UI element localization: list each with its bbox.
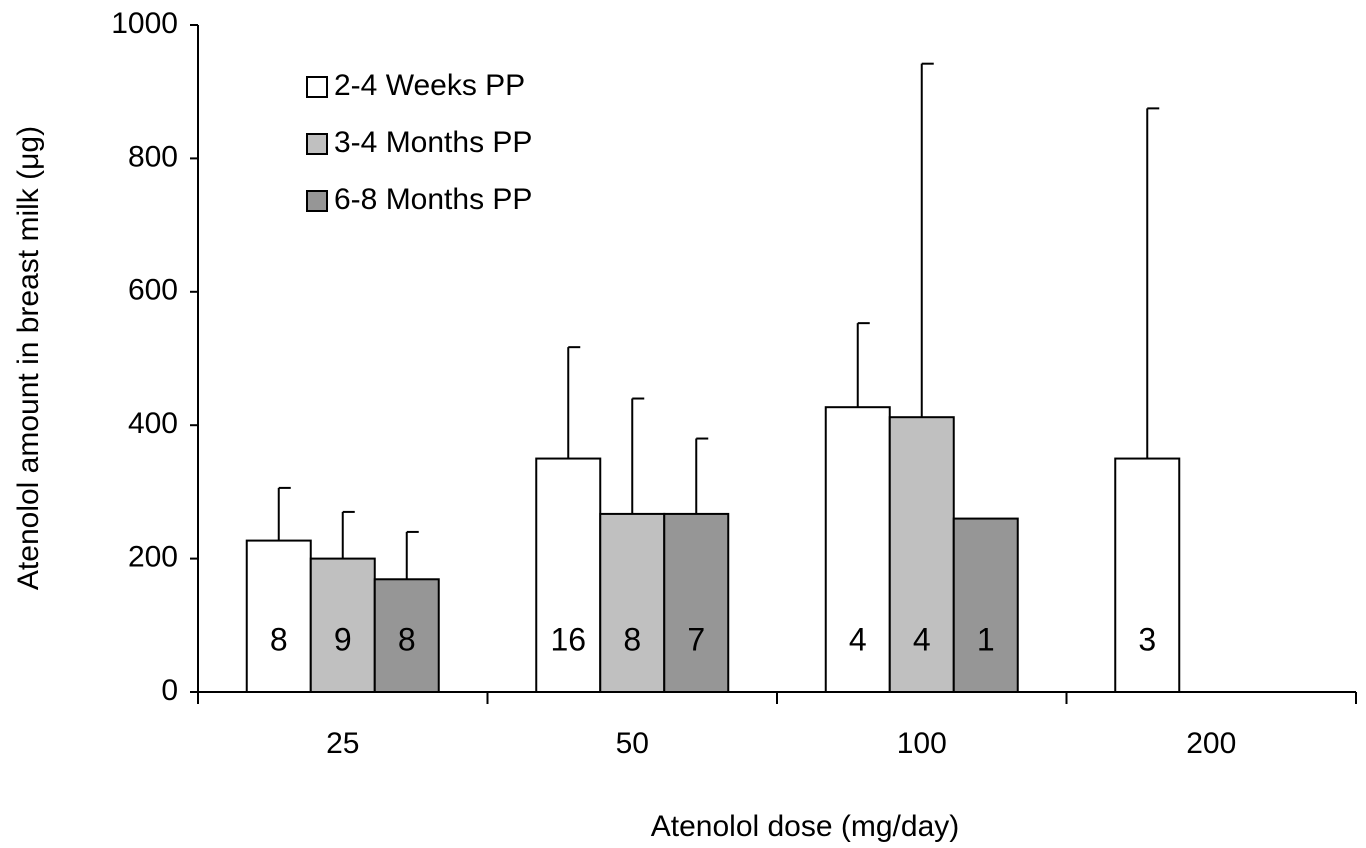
n-label: 1 xyxy=(977,621,995,657)
y-tick-label: 800 xyxy=(128,140,178,173)
x-axis-label: Atenolol dose (mg/day) xyxy=(651,810,960,843)
n-label: 16 xyxy=(550,621,586,657)
n-label: 8 xyxy=(398,621,416,657)
bar xyxy=(535,457,602,693)
y-tick-label: 400 xyxy=(128,407,178,440)
n-label: 4 xyxy=(849,621,867,657)
bar xyxy=(1114,457,1181,693)
x-tick-label: 50 xyxy=(616,727,649,760)
n-label: 7 xyxy=(687,621,705,657)
y-tick-label: 0 xyxy=(161,674,178,707)
y-tick-label: 200 xyxy=(128,541,178,574)
x-tick-label: 100 xyxy=(897,727,947,760)
legend-swatch xyxy=(306,76,328,98)
y-tick-label: 600 xyxy=(128,274,178,307)
n-label: 4 xyxy=(913,621,931,657)
n-label: 8 xyxy=(270,621,288,657)
y-axis-label: Atenolol amount in breast milk (μg) xyxy=(12,126,45,590)
legend-label: 3-4 Months PP xyxy=(334,126,532,159)
x-tick-label: 25 xyxy=(326,727,359,760)
legend-swatch xyxy=(306,133,328,155)
bar xyxy=(245,539,312,693)
bar xyxy=(663,512,730,694)
legend-label: 6-8 Months PP xyxy=(334,183,532,216)
legend-swatch xyxy=(306,190,328,212)
n-label: 3 xyxy=(1138,621,1156,657)
x-tick-label: 200 xyxy=(1186,727,1236,760)
bar xyxy=(824,406,891,693)
bar xyxy=(309,557,376,693)
n-label: 8 xyxy=(623,621,641,657)
bar xyxy=(888,416,955,693)
bar xyxy=(952,517,1019,694)
bar xyxy=(373,578,440,693)
n-label: 9 xyxy=(334,621,352,657)
bar xyxy=(599,512,666,694)
y-tick-label: 1000 xyxy=(111,7,178,40)
legend-label: 2-4 Weeks PP xyxy=(334,69,525,102)
